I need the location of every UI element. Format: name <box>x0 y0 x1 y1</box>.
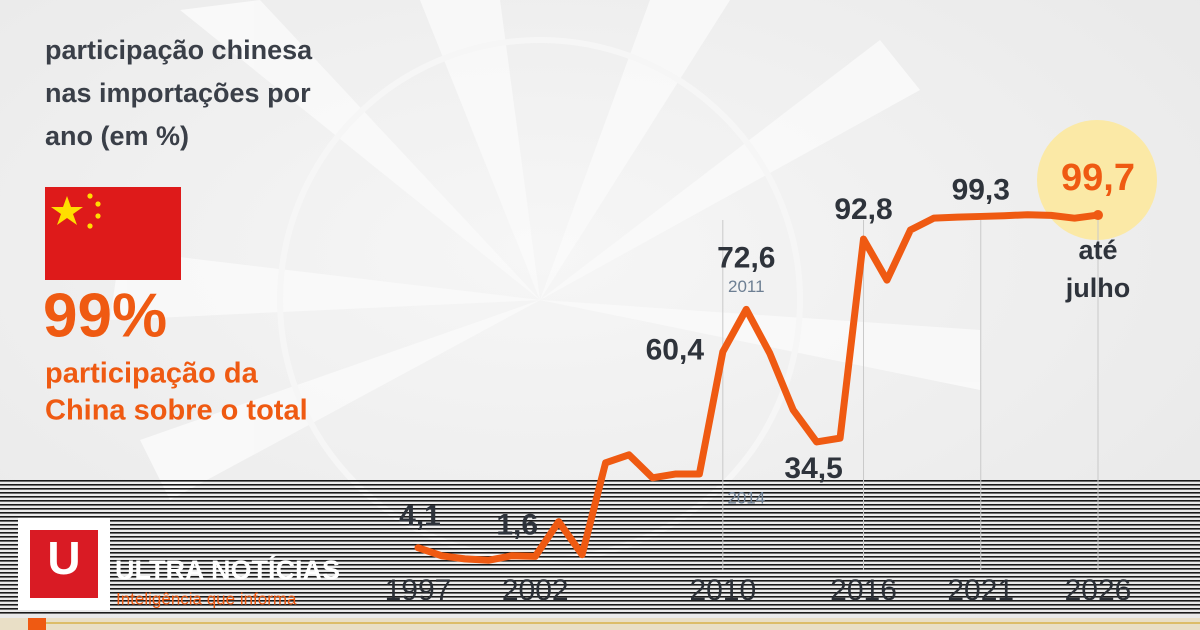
end-dot <box>1093 210 1103 221</box>
big-number: 99% <box>43 281 167 350</box>
bottom-band <box>0 618 1200 630</box>
annotation: até <box>1078 235 1117 265</box>
title-line: ano (em %) <box>45 121 189 151</box>
value-label: 34,5 <box>784 452 842 485</box>
brand-name: ULTRA NOTÍCIAS <box>115 554 340 585</box>
annotation: 2014 <box>727 488 765 507</box>
logo-box <box>30 530 98 598</box>
china-flag <box>45 187 181 280</box>
title-line: participação chinesa <box>45 35 313 65</box>
stripes <box>0 480 1200 616</box>
x-tick-label: 2002 <box>502 574 569 607</box>
sunburst <box>110 0 980 563</box>
value-label: 99,7 <box>1061 157 1135 199</box>
brand: U ULTRA NOTÍCIAS Inteligência que inform… <box>18 518 340 610</box>
chart: 1997 2002 2010 2016 2021 2026 4,1 1,6 60,4 72,6 34… <box>385 157 1135 607</box>
annotation: julho <box>1065 273 1130 303</box>
value-label: 99,3 <box>952 173 1010 206</box>
x-tick-label: 2026 <box>1065 574 1132 607</box>
title: participação chinesa nas importações por… <box>45 35 313 151</box>
annotation: 2011 <box>728 277 765 296</box>
value-label: 92,8 <box>834 193 892 226</box>
brand-tagline: Inteligência que informa <box>116 589 297 608</box>
caption-line: participação da <box>45 358 259 390</box>
highlight-circle <box>1037 120 1157 240</box>
x-tick-label: 1997 <box>385 574 452 607</box>
title-line: nas importações por <box>45 78 311 108</box>
data-line <box>414 211 1102 564</box>
value-label: 4,1 <box>399 500 441 533</box>
x-tick-label: 2021 <box>947 574 1014 607</box>
x-tick-label: 2010 <box>689 574 756 607</box>
bottom-accent <box>28 618 46 630</box>
value-label: 72,6 <box>717 241 775 274</box>
value-label: 1,6 <box>496 508 538 541</box>
value-label: 60,4 <box>646 334 705 367</box>
caption-line: China sobre o total <box>45 395 308 427</box>
logo-letter: U <box>47 532 80 584</box>
x-tick-label: 2016 <box>830 574 897 607</box>
